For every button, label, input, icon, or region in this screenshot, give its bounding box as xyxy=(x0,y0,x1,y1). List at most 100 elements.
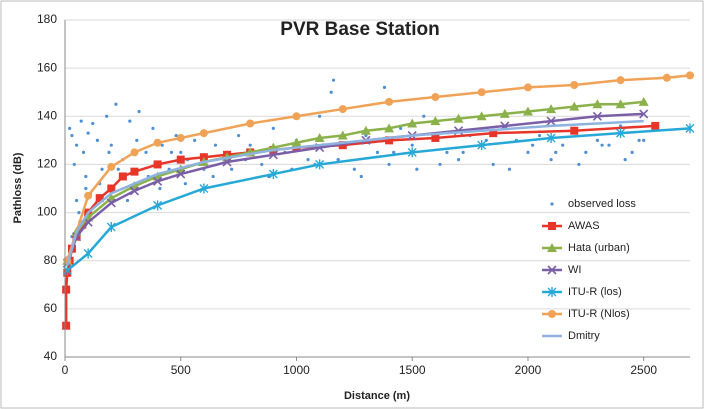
marker xyxy=(431,93,440,102)
marker xyxy=(499,108,510,118)
scatter-point xyxy=(526,150,530,154)
marker xyxy=(118,172,127,181)
x-axis-title: Distance (m) xyxy=(344,390,410,402)
marker xyxy=(62,285,71,294)
scatter-point xyxy=(84,174,88,179)
legend-label: AWAS xyxy=(568,220,600,232)
marker xyxy=(107,184,116,193)
scatter-point xyxy=(91,121,95,126)
scatter-point xyxy=(169,150,174,154)
marker xyxy=(83,217,93,227)
marker xyxy=(592,99,603,109)
scatter-point xyxy=(445,150,449,154)
marker xyxy=(662,73,671,82)
marker xyxy=(106,198,116,208)
scatter-point xyxy=(364,133,368,138)
marker xyxy=(315,159,325,170)
scatter-point xyxy=(271,126,275,130)
scatter-point xyxy=(537,133,542,138)
marker xyxy=(83,248,93,259)
scatter-point xyxy=(211,174,215,179)
scatter-point xyxy=(331,78,336,82)
scatter-point xyxy=(116,167,120,171)
marker xyxy=(522,106,533,116)
marker xyxy=(546,132,556,143)
marker xyxy=(686,71,694,80)
scatter-point xyxy=(70,133,74,138)
scatter-point xyxy=(74,198,79,203)
scatter-point xyxy=(415,167,419,171)
y-tick-label: 60 xyxy=(44,301,58,315)
scatter-point xyxy=(595,138,600,142)
legend-label: observed loss xyxy=(568,198,636,210)
marker xyxy=(685,123,695,134)
scatter-point xyxy=(623,158,627,162)
scatter-point xyxy=(81,150,86,154)
y-tick-label: 160 xyxy=(37,60,57,74)
marker xyxy=(385,136,394,145)
scatter-point xyxy=(158,186,162,191)
marker xyxy=(592,111,602,121)
scatter-point xyxy=(359,174,363,179)
scatter-point xyxy=(183,182,187,186)
marker xyxy=(130,167,139,176)
marker xyxy=(291,137,302,147)
marker xyxy=(176,133,185,142)
x-tick-label: 1500 xyxy=(399,363,426,377)
scatter-point xyxy=(382,85,387,89)
scatter-point xyxy=(607,143,611,147)
marker xyxy=(477,88,486,97)
legend-marker xyxy=(547,243,557,252)
legend-label: WI xyxy=(568,264,581,276)
marker xyxy=(430,116,441,126)
marker xyxy=(453,113,464,123)
scatter-point xyxy=(561,143,565,147)
marker xyxy=(62,321,71,330)
plot-area xyxy=(62,19,695,358)
marker xyxy=(638,96,649,106)
marker xyxy=(337,130,348,140)
marker xyxy=(569,101,580,111)
marker xyxy=(153,160,162,169)
legend-label: ITU-R (Nlos) xyxy=(568,308,630,320)
marker xyxy=(84,191,93,200)
marker xyxy=(546,104,557,114)
marker xyxy=(199,129,208,138)
scatter-point xyxy=(352,167,356,171)
y-tick-label: 120 xyxy=(37,157,57,171)
marker xyxy=(489,129,498,138)
legend: observed loss AWAS Hata (urban) WI ITU-R (lo… xyxy=(542,198,636,342)
scatter-point xyxy=(549,158,553,162)
scatter-point xyxy=(392,150,396,154)
scatter-point xyxy=(318,114,322,118)
marker xyxy=(616,128,626,139)
marker xyxy=(314,132,325,142)
scatter-point xyxy=(399,126,403,130)
marker xyxy=(268,169,278,180)
scatter-point xyxy=(422,114,426,118)
scatter-point xyxy=(554,150,558,154)
scatter-point xyxy=(135,138,139,142)
scatter-point xyxy=(375,150,380,154)
scatter-point xyxy=(144,150,148,154)
marker xyxy=(129,186,140,196)
scatter-point xyxy=(213,143,218,147)
scatter-point xyxy=(600,143,604,147)
scatter-point xyxy=(114,102,118,106)
marker xyxy=(199,183,209,194)
scatter-point xyxy=(577,162,581,167)
scatter-point xyxy=(230,167,234,171)
series-line xyxy=(66,74,691,262)
scatter-point xyxy=(68,126,72,130)
scatter-point xyxy=(100,167,104,171)
y-axis-title: Pathloss (dB) xyxy=(12,152,24,223)
marker xyxy=(639,109,649,119)
scatter-point xyxy=(438,162,442,167)
marker xyxy=(546,116,556,126)
marker xyxy=(176,169,186,179)
scatter-point xyxy=(86,131,90,135)
scatter-point xyxy=(336,158,340,162)
marker xyxy=(176,155,185,164)
